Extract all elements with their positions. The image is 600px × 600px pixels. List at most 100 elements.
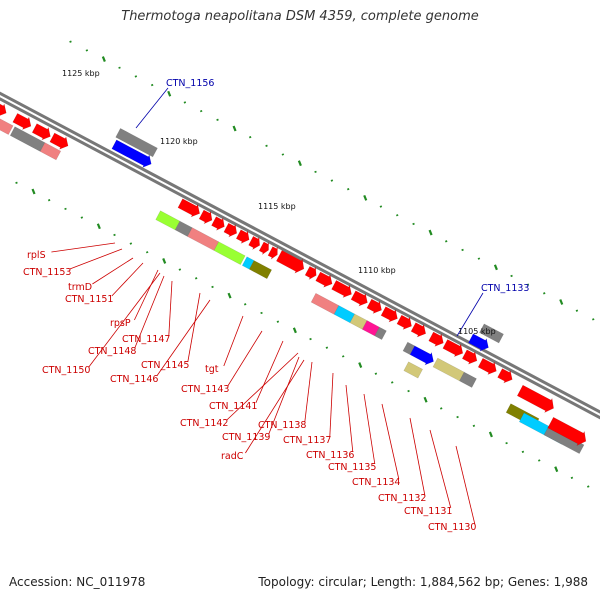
gene-label: CTN_1142 bbox=[180, 418, 228, 429]
gene-label: CTN_1148 bbox=[88, 346, 136, 357]
scale-tick bbox=[407, 389, 410, 393]
scale-tick bbox=[591, 318, 595, 321]
leader-line bbox=[135, 87, 169, 129]
leader-line bbox=[226, 352, 299, 421]
scale-tick bbox=[15, 181, 18, 185]
scale-tick bbox=[85, 49, 89, 52]
feature-shape bbox=[213, 241, 246, 265]
feature-shape bbox=[468, 333, 489, 352]
scale-tick bbox=[374, 372, 378, 375]
scale-tick bbox=[390, 381, 394, 384]
feature-shape bbox=[49, 132, 69, 150]
scale-ticks bbox=[15, 40, 595, 488]
scale-tick bbox=[243, 303, 247, 306]
gene-misc bbox=[248, 260, 273, 280]
gene-cds bbox=[428, 331, 444, 347]
scale-tick bbox=[586, 485, 590, 488]
gene-rna bbox=[310, 292, 340, 315]
label-leaders bbox=[51, 87, 484, 525]
scale-tick bbox=[167, 90, 172, 97]
leader-line bbox=[51, 242, 116, 253]
scale-tick bbox=[134, 75, 138, 78]
scale-tick bbox=[183, 101, 187, 104]
gene-cds bbox=[396, 314, 412, 330]
genome-stats: Topology: circular; Length: 1,884,562 bp… bbox=[258, 575, 588, 589]
feature-shape bbox=[333, 305, 356, 324]
leader-line bbox=[134, 275, 165, 349]
scale-tick bbox=[493, 264, 498, 271]
gene-pseudo bbox=[374, 326, 387, 340]
gene-label: CTN_1131 bbox=[404, 506, 452, 517]
scale-tick bbox=[439, 407, 443, 410]
gene-label: CTN_1137 bbox=[283, 435, 331, 446]
gene-ctn-1133-b bbox=[468, 333, 489, 352]
gene-cds bbox=[442, 339, 464, 358]
gene-label: CTN_1146 bbox=[110, 374, 158, 385]
gene-cds bbox=[497, 368, 513, 384]
gene-rna bbox=[213, 241, 246, 265]
map-title: Thermotoga neapolitana DSM 4359, complet… bbox=[121, 9, 479, 24]
feature-shape bbox=[304, 265, 317, 281]
scale-tick bbox=[477, 257, 481, 260]
scale-tick bbox=[461, 248, 464, 252]
backbone bbox=[0, 91, 600, 420]
leader-line bbox=[134, 269, 159, 321]
gene-cds bbox=[477, 357, 497, 375]
leader-line bbox=[381, 403, 400, 480]
leader-line bbox=[245, 359, 305, 454]
scale-tick bbox=[129, 242, 133, 245]
gene-label: CTN_1132 bbox=[378, 493, 426, 504]
feature-shape bbox=[177, 198, 200, 218]
scale-tick bbox=[216, 118, 219, 121]
scale-tick bbox=[559, 299, 564, 305]
gene-label: CTN_1143 bbox=[181, 384, 229, 395]
leader-line bbox=[304, 361, 313, 423]
scale-tick bbox=[265, 144, 268, 148]
gene-label: rpsP bbox=[110, 318, 131, 329]
gene-pseudo bbox=[174, 220, 193, 237]
leader-line bbox=[363, 393, 376, 465]
feature-shape bbox=[155, 210, 181, 231]
gene-label: CTN_1139 bbox=[222, 432, 270, 443]
scale-tick bbox=[444, 240, 448, 243]
scale-tick bbox=[472, 424, 476, 427]
feature-shape bbox=[374, 326, 387, 340]
feature-shape bbox=[396, 314, 412, 330]
gene-label: CTN_1133 bbox=[481, 283, 529, 294]
leader-line bbox=[223, 315, 244, 367]
scale-label: 1115 kbp bbox=[258, 202, 296, 211]
scale-tick bbox=[80, 216, 84, 219]
leader-line bbox=[227, 330, 263, 387]
feature-shape bbox=[111, 139, 152, 168]
gene-label: radC bbox=[221, 451, 244, 462]
scale-tick bbox=[309, 337, 312, 341]
leader-line bbox=[156, 299, 211, 377]
feature-shape bbox=[477, 357, 497, 375]
gene-cds bbox=[350, 290, 368, 307]
scale-tick bbox=[423, 396, 428, 403]
gene-label: CTN_1135 bbox=[328, 462, 376, 473]
feature-shape bbox=[380, 306, 398, 323]
gene-cds bbox=[49, 132, 69, 150]
scale-tick bbox=[64, 207, 67, 211]
gene-misc bbox=[403, 361, 423, 379]
gene-cds bbox=[235, 229, 250, 244]
gene-labels: 1125 kbp 1120 kbp 1115 kbp 1110 kbp 1105 kbp… bbox=[23, 69, 529, 533]
gene-cds bbox=[276, 250, 305, 274]
feature-shape bbox=[235, 229, 250, 244]
scale-tick bbox=[456, 415, 459, 419]
feature-shape bbox=[331, 280, 352, 299]
scale-tick bbox=[537, 459, 541, 462]
scale-tick bbox=[113, 233, 116, 237]
gene-cds bbox=[177, 198, 200, 218]
gene-label: trmD bbox=[68, 282, 92, 293]
feature-shape bbox=[248, 235, 261, 251]
scale-tick bbox=[150, 83, 154, 87]
scale-tick bbox=[570, 476, 574, 480]
leader-line bbox=[168, 280, 173, 337]
gene-label: tgt bbox=[205, 364, 219, 375]
scale-tick bbox=[510, 274, 513, 278]
feature-shape bbox=[403, 361, 423, 379]
scale-tick bbox=[330, 179, 334, 182]
